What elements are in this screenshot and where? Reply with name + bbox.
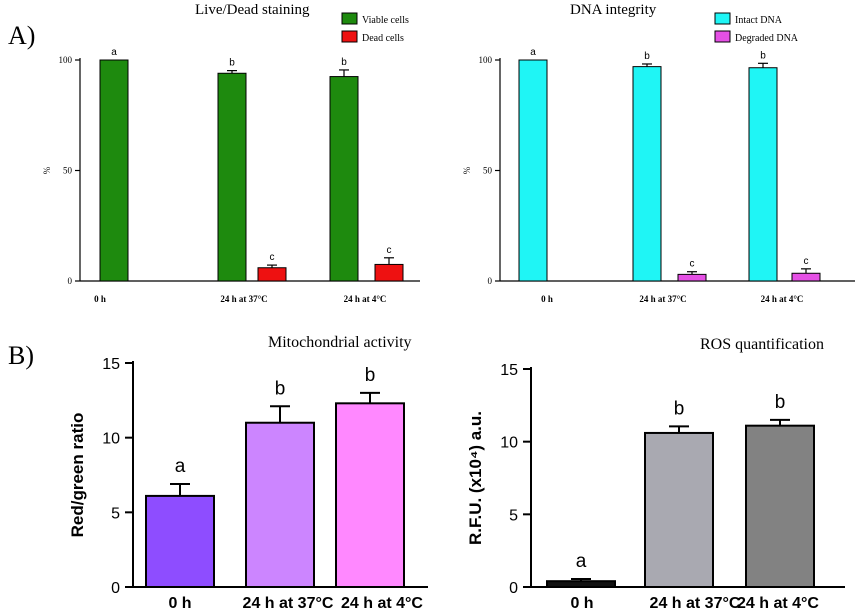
- y-axis-label: %: [42, 166, 52, 174]
- legend-swatch-viable-cells: [341, 12, 358, 25]
- x-tick-label-24-h-at-37-c: 24 h at 37°C: [639, 294, 686, 304]
- legend-label-dead-cells: Dead cells: [362, 33, 404, 44]
- bar-dead-cells-24-h-at-4-c: [374, 263, 404, 282]
- significance-label-viable-cells-24-h-at-4-c: b: [341, 57, 347, 68]
- panel-b-label: B): [8, 341, 34, 370]
- significance-label-intact-dna-24-h-at-37-c: b: [644, 51, 650, 62]
- mitochondrial-activity-chart: Mitochondrial activity 0 5 10 15 Red/green ra…: [68, 334, 428, 612]
- bar-intact-dna-24-h-at-4-c: [748, 67, 778, 282]
- significance-label-viable-cells-24-h-at-37-c: b: [229, 58, 235, 69]
- bar-degraded-dna-24-h-at-4-c: [791, 272, 821, 282]
- legend-swatch-dead-cells: [341, 30, 358, 43]
- bar-viable-cells-24-h-at-37-c: [217, 72, 247, 282]
- y-tick-label: 0: [111, 580, 120, 597]
- y-tick-label: 0: [68, 276, 73, 286]
- bar-red-green-ratio-0-h: [145, 494, 215, 589]
- bar-r-f-u-24-h-at-4-c: [745, 424, 815, 588]
- significance-label-r-f-u-0-h: a: [576, 551, 587, 572]
- y-tick-label: 15: [102, 356, 120, 373]
- significance-label-red-green-ratio-0-h: a: [175, 456, 186, 477]
- bar-intact-dna-0-h: [518, 59, 548, 282]
- y-axis-label: R.F.U. (x10⁴) a.u.: [466, 411, 485, 545]
- significance-label-intact-dna-24-h-at-4-c: b: [760, 50, 766, 61]
- x-tick-label-24-h-at-4-c: 24 h at 4°C: [344, 294, 387, 304]
- y-tick-label: 100: [59, 55, 73, 65]
- y-tick-label: 50: [483, 166, 493, 176]
- x-tick-label-24-h-at-37-c: 24 h at 37°C: [650, 595, 741, 612]
- x-tick-label-24-h-at-37-c: 24 h at 37°C: [243, 595, 334, 612]
- bar-degraded-dna-24-h-at-37-c: [677, 273, 707, 282]
- x-tick-label-24-h-at-37-c: 24 h at 37°C: [220, 294, 267, 304]
- significance-label-intact-dna-0-h: a: [530, 47, 536, 58]
- significance-label-degraded-dna-24-h-at-4-c: c: [804, 256, 809, 267]
- legend-swatch-intact-dna: [714, 12, 731, 25]
- x-tick-label-24-h-at-4-c: 24 h at 4°C: [737, 595, 819, 612]
- significance-label-viable-cells-0-h: a: [111, 47, 117, 58]
- x-tick-label-0-h: 0 h: [168, 595, 191, 612]
- y-tick-label: 15: [500, 362, 518, 379]
- bar-r-f-u-24-h-at-37-c: [644, 431, 714, 588]
- bar-intact-dna-24-h-at-37-c: [632, 66, 662, 282]
- bar-viable-cells-24-h-at-4-c: [329, 76, 359, 282]
- significance-label-dead-cells-24-h-at-37-c: c: [270, 252, 275, 263]
- y-tick-label: 50: [63, 166, 73, 176]
- y-tick-label: 0: [509, 580, 518, 597]
- y-axis-label: %: [462, 166, 472, 174]
- live-dead-chart: Live/Dead staining 0 50 100% 0 h 24 h at 37°C…: [42, 2, 420, 304]
- y-tick-label: 100: [479, 55, 493, 65]
- chart-title: ROS quantification: [700, 336, 824, 353]
- y-tick-label: 5: [509, 507, 518, 524]
- bar-viable-cells-0-h: [99, 59, 129, 282]
- significance-label-r-f-u-24-h-at-4-c: b: [775, 392, 786, 413]
- x-tick-label-0-h: 0 h: [94, 294, 106, 304]
- y-tick-label: 10: [102, 431, 120, 448]
- significance-label-red-green-ratio-24-h-at-37-c: b: [275, 378, 286, 399]
- legend-label-intact-dna: Intact DNA: [735, 15, 783, 26]
- y-tick-label: 10: [500, 435, 518, 452]
- legend-label-degraded-dna: Degraded DNA: [735, 33, 799, 44]
- bar-red-green-ratio-24-h-at-37-c: [245, 421, 315, 588]
- legend-label-viable-cells: Viable cells: [362, 15, 409, 26]
- significance-label-red-green-ratio-24-h-at-4-c: b: [365, 365, 376, 386]
- chart-title: DNA integrity: [570, 2, 657, 18]
- panel-a-label: A): [8, 21, 35, 50]
- significance-label-r-f-u-24-h-at-37-c: b: [674, 398, 685, 419]
- dna-integrity-chart: DNA integrity 0 50 100% 0 h 24 h at 37°C 24 h …: [462, 2, 855, 304]
- y-tick-label: 0: [488, 276, 493, 286]
- bar-red-green-ratio-24-h-at-4-c: [335, 402, 405, 588]
- x-tick-label-24-h-at-4-c: 24 h at 4°C: [341, 595, 423, 612]
- y-axis-label: Red/green ratio: [68, 413, 87, 538]
- x-tick-label-0-h: 0 h: [570, 595, 593, 612]
- chart-title: Live/Dead staining: [195, 2, 310, 18]
- x-tick-label-0-h: 0 h: [541, 294, 553, 304]
- y-tick-label: 5: [111, 505, 120, 522]
- significance-label-dead-cells-24-h-at-4-c: c: [387, 245, 392, 256]
- bar-dead-cells-24-h-at-37-c: [257, 267, 287, 282]
- chart-title: Mitochondrial activity: [268, 334, 412, 351]
- legend-swatch-degraded-dna: [714, 30, 731, 43]
- bar-r-f-u-0-h: [546, 580, 616, 588]
- ros-quantification-chart: ROS quantification 0 5 10 15 R.F.U. (x10⁴) a.…: [466, 336, 845, 612]
- x-tick-label-24-h-at-4-c: 24 h at 4°C: [761, 294, 804, 304]
- significance-label-degraded-dna-24-h-at-37-c: c: [690, 259, 695, 270]
